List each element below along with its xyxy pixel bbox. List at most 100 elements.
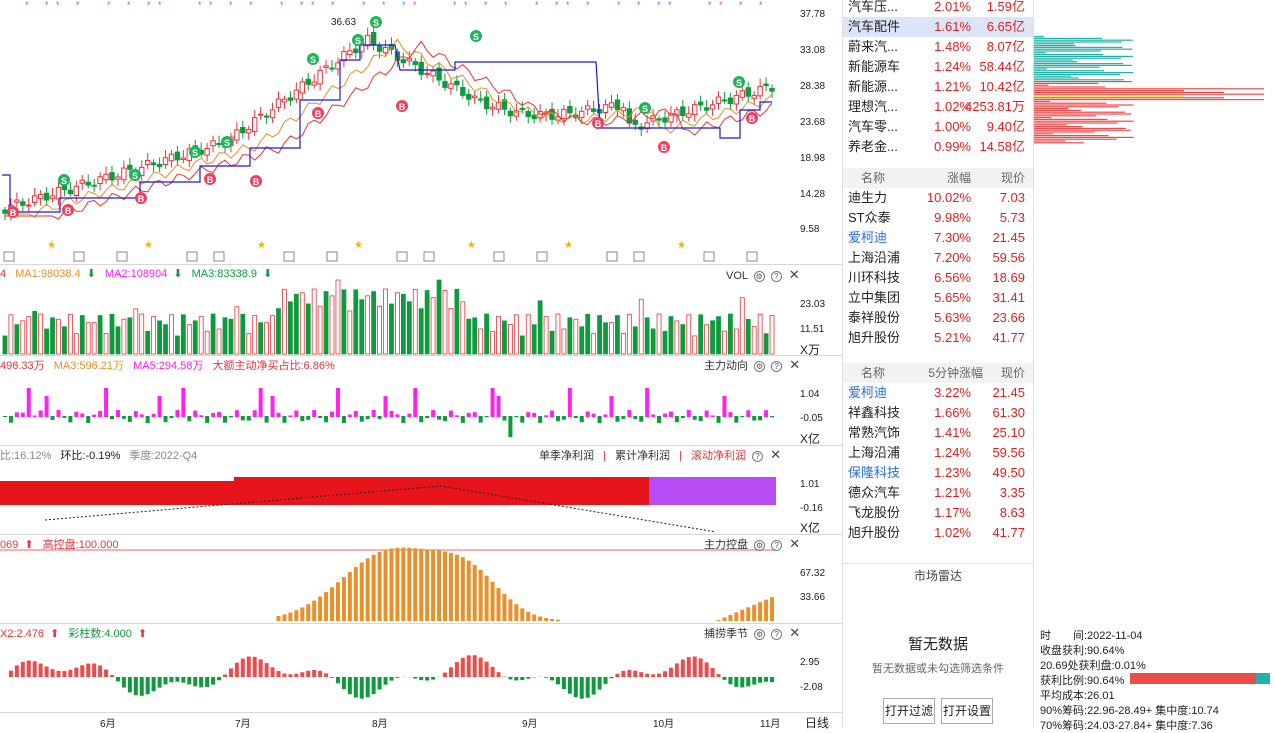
close-icon[interactable]: ✕ [789, 625, 800, 640]
flow-bar [348, 415, 352, 417]
chip-bar [1034, 77, 1078, 78]
control-bar [514, 604, 518, 621]
volume-bar [33, 311, 37, 354]
control-bar [764, 600, 768, 621]
month-tick: 9月 [522, 715, 538, 730]
volume-bar [282, 289, 286, 354]
tab-rolling-profit[interactable]: 滚动净利润 [691, 450, 746, 462]
open-filter-button[interactable]: 打开过滤 [883, 698, 935, 724]
volume-bar [193, 321, 197, 354]
candle [532, 108, 536, 124]
tab-cumulative-profit[interactable]: 累计净利润 [615, 450, 670, 462]
settings-icon[interactable]: ⚙ [754, 540, 765, 551]
season-bar [544, 677, 548, 678]
price-tick: 14.28 [800, 189, 825, 200]
close-icon[interactable]: ✕ [770, 447, 781, 462]
flow-bar [491, 388, 495, 417]
settings-icon[interactable]: ⚙ [754, 629, 765, 640]
volume-bar [485, 314, 489, 354]
season-bar [229, 668, 233, 677]
chip-bar [1034, 68, 1047, 69]
season-bar [205, 677, 209, 687]
chip-bar [1034, 112, 1125, 113]
flow-bar [199, 415, 203, 417]
help-icon[interactable]: ? [752, 451, 763, 462]
candle [615, 94, 619, 116]
flow-bar [104, 388, 108, 417]
candle [419, 55, 423, 79]
control-bar [360, 562, 364, 621]
volume-bar [467, 319, 471, 354]
chip-bar [1034, 67, 1100, 68]
signal-star: * [617, 0, 621, 10]
season-bar [217, 677, 221, 680]
control-bar [520, 608, 524, 621]
close-icon[interactable]: ✕ [789, 536, 800, 551]
settings-icon[interactable]: ⚙ [754, 271, 765, 282]
signal-star: * [331, 0, 335, 10]
close-icon[interactable]: ✕ [789, 357, 800, 372]
item-value: 9.40亿 [987, 117, 1025, 137]
list-item[interactable]: 理想汽...1.02%4253.81万 [843, 97, 1033, 117]
volume-bar [562, 329, 566, 354]
vol-tick: 23.03 [800, 299, 825, 310]
flow-bar [413, 388, 417, 417]
chip-bar [1034, 92, 1224, 93]
help-icon[interactable]: ? [771, 540, 782, 551]
list-item[interactable]: 汽车压...2.01%1.59亿 [843, 0, 1033, 17]
list-item[interactable]: 蔚来汽...1.48%8.07亿 [843, 37, 1033, 57]
season-bar [152, 677, 156, 691]
settings-icon[interactable]: ⚙ [754, 361, 765, 372]
candle [306, 73, 310, 90]
signal-star: * [147, 0, 151, 10]
svg-text:B: B [749, 114, 756, 124]
flow-bar [728, 412, 732, 417]
candle [342, 46, 346, 67]
chip-bar [1034, 74, 1120, 75]
volume-bar [199, 317, 203, 354]
flow-bar [734, 416, 738, 423]
season-bar [556, 677, 560, 684]
volume-bar [419, 309, 423, 354]
volume-bar [56, 319, 60, 354]
help-icon[interactable]: ? [771, 271, 782, 282]
close-icon[interactable]: ✕ [789, 267, 800, 282]
help-icon[interactable]: ? [771, 629, 782, 640]
list-item[interactable]: 新能源...1.21%10.42亿 [843, 77, 1033, 97]
open-settings-button[interactable]: 打开设置 [941, 698, 993, 724]
control-bar [372, 555, 376, 621]
event-tag [607, 252, 617, 261]
period-label[interactable]: 日线 [805, 714, 829, 731]
season-bar [372, 677, 376, 694]
tab-single-profit[interactable]: 单季净利润 [539, 450, 594, 462]
help-icon[interactable]: ? [771, 361, 782, 372]
volume-bar [621, 334, 625, 354]
control-bar [437, 551, 441, 621]
season-bar [187, 677, 191, 684]
list-item[interactable]: 汽车零...1.00%9.40亿 [843, 117, 1033, 137]
chip-bar [1034, 115, 1096, 116]
chip-bar [1034, 94, 1264, 95]
list-item[interactable]: 养老金...0.99%14.58亿 [843, 137, 1033, 157]
season-bar [259, 659, 263, 677]
control-bar [508, 599, 512, 621]
